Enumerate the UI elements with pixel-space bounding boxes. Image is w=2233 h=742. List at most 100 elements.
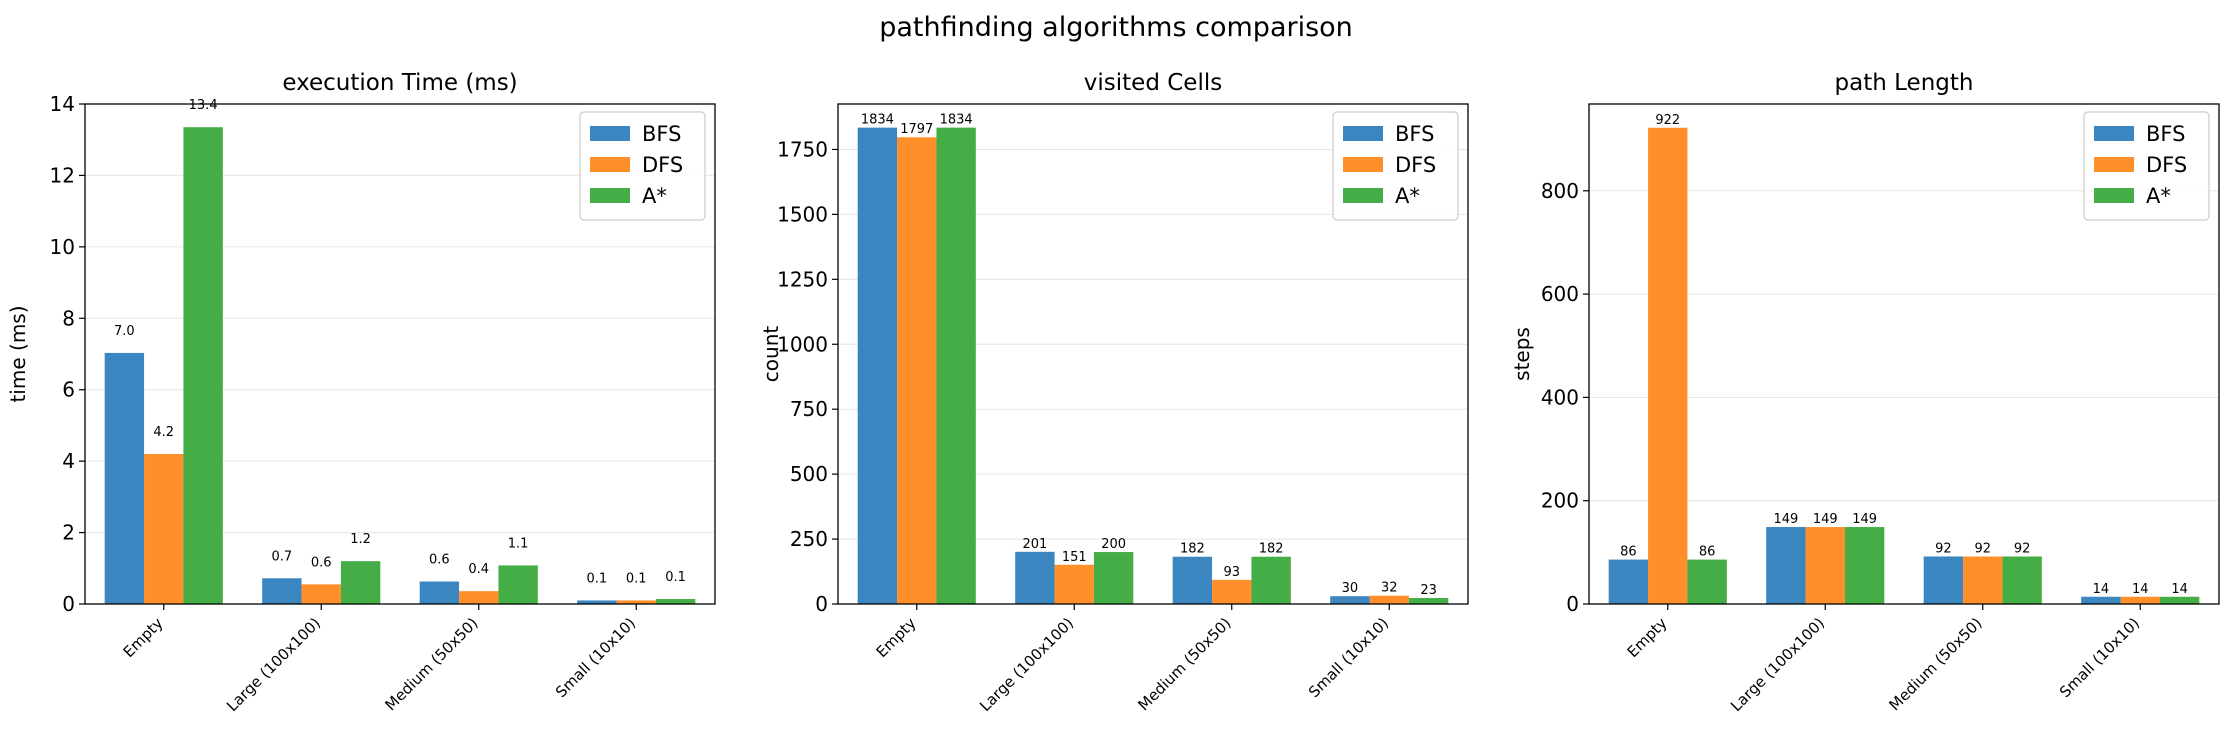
bar-bfs-3 bbox=[577, 600, 617, 604]
bar-bfs-1 bbox=[262, 578, 302, 604]
data-label: 32 bbox=[1381, 581, 1398, 596]
legend: BFS DFS A* bbox=[1332, 111, 1459, 221]
bar-bfs-0 bbox=[104, 352, 145, 604]
bar-dfs-1 bbox=[1805, 527, 1845, 604]
legend-swatch bbox=[590, 188, 630, 203]
y-tick-label: 1000 bbox=[777, 332, 828, 356]
bar-astar-3 bbox=[1408, 598, 1449, 604]
bar-bfs-0 bbox=[1608, 559, 1649, 604]
data-label: 1834 bbox=[940, 113, 973, 128]
data-label: 0.4 bbox=[468, 562, 489, 577]
y-tick-label: 14 bbox=[50, 92, 75, 116]
data-label: 93 bbox=[1223, 565, 1240, 580]
legend-swatch bbox=[2094, 157, 2134, 172]
data-label: 182 bbox=[1180, 542, 1205, 557]
data-label: 1.2 bbox=[350, 532, 371, 547]
y-tick-label: 400 bbox=[1541, 385, 1579, 409]
y-tick-label: 750 bbox=[790, 397, 828, 421]
legend-entry: DFS bbox=[2146, 153, 2187, 177]
bar-astar-0 bbox=[183, 127, 223, 604]
data-label: 14 bbox=[2171, 582, 2188, 597]
data-label: 0.1 bbox=[665, 570, 686, 585]
legend-entry: BFS bbox=[1395, 122, 1434, 146]
bar-astar-1 bbox=[1844, 527, 1885, 604]
bar-bfs-2 bbox=[419, 581, 460, 604]
bar-dfs-3 bbox=[616, 600, 656, 604]
data-label: 149 bbox=[1773, 512, 1798, 527]
bar-dfs-1 bbox=[1054, 564, 1094, 604]
data-label: 151 bbox=[1062, 550, 1087, 565]
data-label: 149 bbox=[1813, 512, 1838, 527]
bar-astar-1 bbox=[340, 561, 381, 604]
data-label: 0.6 bbox=[311, 555, 332, 570]
legend: BFS DFS A* bbox=[2083, 111, 2210, 221]
legend-swatch bbox=[590, 157, 630, 172]
bar-bfs-2 bbox=[1172, 556, 1213, 604]
data-label: 14 bbox=[2093, 582, 2110, 597]
bar-dfs-1 bbox=[301, 584, 341, 604]
y-tick-label: 1500 bbox=[777, 202, 828, 226]
data-label: 86 bbox=[1620, 545, 1637, 560]
bar-bfs-0 bbox=[857, 127, 898, 605]
data-label: 0.1 bbox=[626, 571, 647, 586]
data-label: 1797 bbox=[900, 122, 933, 137]
bar-dfs-0 bbox=[1648, 127, 1688, 605]
data-label: 0.7 bbox=[272, 549, 293, 564]
legend-entry: A* bbox=[1395, 184, 1420, 208]
axes-frame bbox=[837, 103, 1469, 605]
y-tick-label: 200 bbox=[1541, 489, 1579, 513]
y-tick-label: 600 bbox=[1541, 282, 1579, 306]
bar-astar-1 bbox=[1093, 552, 1134, 604]
axes-frame bbox=[84, 103, 716, 605]
data-label: 92 bbox=[1974, 541, 1991, 556]
legend-swatch bbox=[1343, 157, 1383, 172]
data-label: 182 bbox=[1259, 542, 1284, 557]
bar-bfs-2 bbox=[1923, 556, 1964, 604]
y-tick-label: 6 bbox=[62, 378, 75, 402]
data-label: 149 bbox=[1852, 512, 1877, 527]
y-tick-label: 800 bbox=[1541, 179, 1579, 203]
legend: BFS DFS A* bbox=[579, 111, 706, 221]
data-label: 30 bbox=[1342, 581, 1359, 596]
y-axis-label: count bbox=[759, 326, 783, 383]
figure-title: pathfinding algorithms comparison bbox=[879, 12, 1353, 43]
bar-bfs-3 bbox=[1330, 596, 1370, 604]
bar-bfs-1 bbox=[1015, 551, 1055, 604]
legend-entry: DFS bbox=[1395, 153, 1436, 177]
bar-astar-3 bbox=[2159, 596, 2200, 604]
bar-astar-0 bbox=[936, 127, 976, 605]
data-label: 92 bbox=[2014, 541, 2031, 556]
y-tick-label: 1250 bbox=[777, 267, 828, 291]
legend-entry: BFS bbox=[642, 122, 681, 146]
data-label: 7.0 bbox=[114, 324, 135, 339]
data-label: 201 bbox=[1022, 537, 1047, 552]
panel-title: execution Time (ms) bbox=[282, 70, 517, 96]
legend-swatch bbox=[590, 126, 630, 141]
data-label: 23 bbox=[1420, 583, 1437, 598]
legend-swatch bbox=[1343, 126, 1383, 141]
legend-entry: BFS bbox=[2146, 122, 2185, 146]
axes-frame bbox=[1588, 103, 2220, 605]
panel-title: visited Cells bbox=[1084, 70, 1222, 96]
bar-astar-2 bbox=[498, 565, 538, 604]
bar-astar-2 bbox=[1251, 556, 1291, 604]
bar-dfs-2 bbox=[1963, 556, 2003, 604]
y-tick-label: 0 bbox=[815, 592, 828, 616]
data-label: 922 bbox=[1655, 113, 1680, 128]
bar-dfs-2 bbox=[459, 591, 499, 604]
legend-entry: A* bbox=[2146, 184, 2171, 208]
bar-astar-3 bbox=[655, 599, 696, 604]
bar-bfs-1 bbox=[1766, 527, 1806, 604]
data-label: 1834 bbox=[861, 113, 894, 128]
bar-dfs-0 bbox=[897, 137, 937, 604]
data-label: 4.2 bbox=[153, 425, 174, 440]
legend-swatch bbox=[1343, 188, 1383, 203]
legend-swatch bbox=[2094, 126, 2134, 141]
legend-swatch bbox=[2094, 188, 2134, 203]
y-tick-label: 8 bbox=[62, 306, 75, 330]
legend-entry: DFS bbox=[642, 153, 683, 177]
data-label: 13.4 bbox=[189, 98, 218, 113]
y-tick-label: 250 bbox=[790, 527, 828, 551]
y-tick-label: 12 bbox=[50, 163, 75, 187]
